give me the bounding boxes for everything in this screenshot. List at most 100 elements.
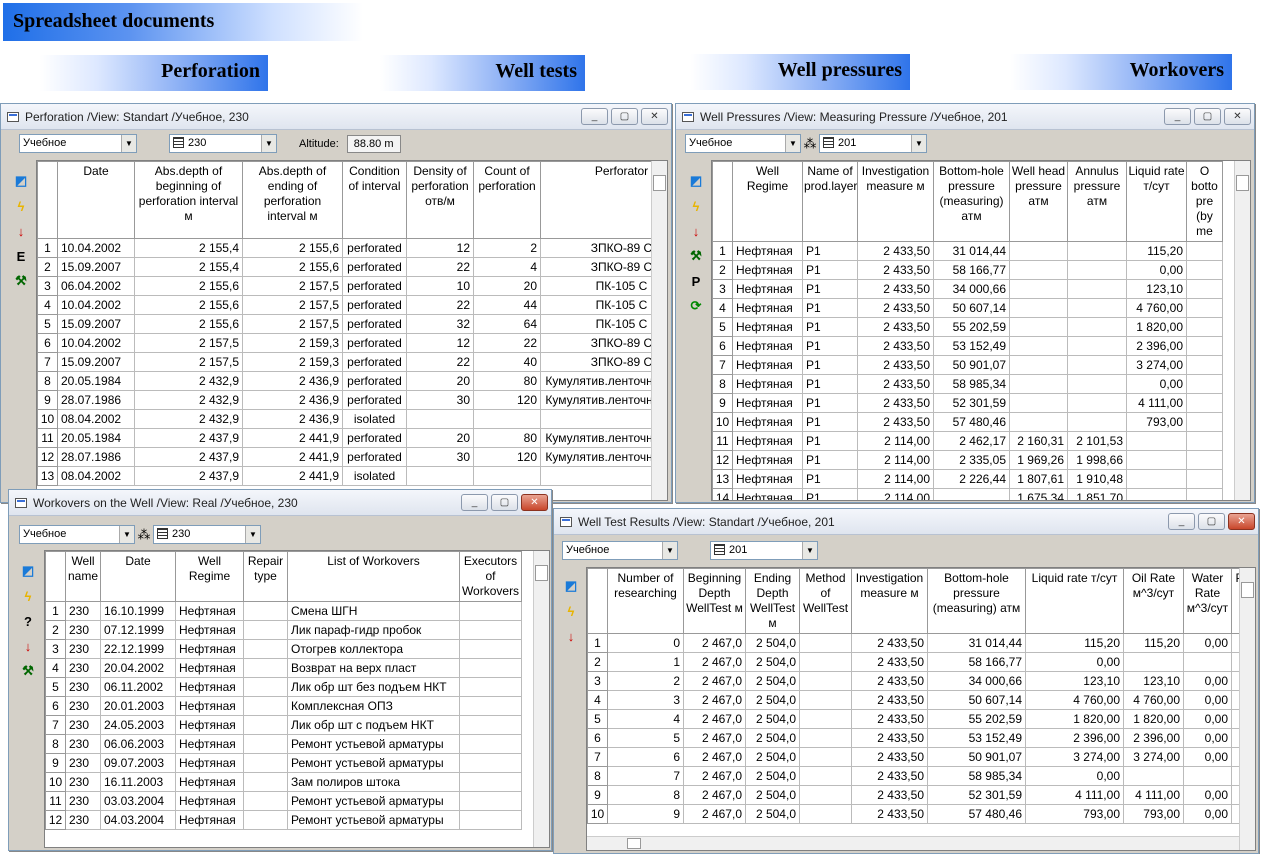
table-cell[interactable]: 06.11.2002 — [100, 677, 176, 697]
table-cell[interactable]: 2 436,9 — [242, 409, 343, 429]
table-cell[interactable]: ЗПКО-89 С — [540, 333, 667, 353]
table-cell[interactable] — [459, 639, 522, 659]
table-cell[interactable]: 32 — [406, 314, 474, 334]
row-number[interactable]: 8 — [587, 766, 608, 786]
row-number[interactable]: 11 — [712, 431, 733, 451]
table-cell[interactable] — [799, 747, 852, 767]
row-number[interactable]: 1 — [45, 601, 66, 621]
row-number[interactable]: 7 — [587, 747, 608, 767]
row-number[interactable]: 9 — [712, 393, 733, 413]
table-cell[interactable] — [1186, 298, 1223, 318]
table-cell[interactable]: 793,00 — [1025, 804, 1124, 824]
table-row[interactable]: 14 Нефтяная P1 2 114,00 1 675,34 1 851,70 — [712, 488, 1223, 500]
table-row[interactable]: 10 230 16.11.2003 Нефтяная Зам полиров штока — [45, 772, 522, 792]
table-cell[interactable]: 2 433,50 — [857, 241, 934, 261]
row-number[interactable]: 10 — [45, 772, 66, 792]
table-cell[interactable]: 50 901,07 — [933, 355, 1010, 375]
column-header[interactable] — [712, 161, 733, 242]
table-cell[interactable]: 0,00 — [1183, 671, 1232, 691]
table-row[interactable]: 10 Нефтяная P1 2 433,50 57 480,46 793,00 — [712, 412, 1223, 432]
table-row[interactable]: 7 230 24.05.2003 Нефтяная Лик обр шт с подъе… — [45, 715, 522, 735]
table-cell[interactable] — [1123, 652, 1184, 672]
table-cell[interactable]: 2 504,0 — [745, 709, 800, 729]
table-cell[interactable]: 2 504,0 — [745, 633, 800, 653]
table-cell[interactable]: Нефтяная — [732, 241, 803, 261]
row-number[interactable]: 9 — [587, 785, 608, 805]
table-cell[interactable]: Нефтяная — [732, 336, 803, 356]
table-cell[interactable]: 230 — [65, 772, 101, 792]
table-cell[interactable]: perforated — [342, 352, 407, 372]
table-cell[interactable] — [1067, 336, 1127, 356]
table-cell[interactable]: perforated — [342, 333, 407, 353]
table-cell[interactable]: 2 504,0 — [745, 785, 800, 805]
maximize-icon[interactable]: ▢ — [611, 108, 638, 125]
row-number[interactable]: 1 — [37, 238, 58, 258]
table-cell[interactable] — [1183, 766, 1232, 786]
row-number[interactable]: 13 — [712, 469, 733, 489]
table-cell[interactable]: 22.12.1999 — [100, 639, 176, 659]
workovers-grid[interactable]: Well name Date Well Regime Repair type List … — [44, 550, 550, 848]
report-icon[interactable]: P — [691, 273, 701, 289]
table-cell[interactable]: 4 111,00 — [1025, 785, 1124, 805]
table-cell[interactable]: 20.04.2002 — [100, 658, 176, 678]
sort-icon[interactable]: ↓ — [17, 223, 25, 239]
table-cell[interactable] — [459, 772, 522, 792]
table-cell[interactable]: 2 433,50 — [857, 260, 934, 280]
table-cell[interactable]: 58 166,77 — [927, 652, 1026, 672]
table-cell[interactable]: perforated — [342, 371, 407, 391]
table-cell[interactable]: 230 — [65, 658, 101, 678]
well-select[interactable]: 230 ▼ — [169, 134, 277, 153]
table-cell[interactable]: perforated — [342, 238, 407, 258]
column-header[interactable]: Number of researching — [607, 568, 684, 634]
perforation-banner[interactable]: Perforation — [40, 55, 268, 91]
table-cell[interactable] — [459, 658, 522, 678]
table-row[interactable]: 9 230 09.07.2003 Нефтяная Ремонт устьевой ар… — [45, 753, 522, 773]
table-cell[interactable]: Лик обр шт без подъем НКТ — [287, 677, 460, 697]
table-cell[interactable]: 15.09.2007 — [57, 352, 135, 372]
row-number[interactable]: 2 — [45, 620, 66, 640]
table-cell[interactable]: 120 — [473, 447, 541, 467]
table-cell[interactable]: 2 432,9 — [134, 409, 243, 429]
table-cell[interactable]: 2 157,5 — [134, 333, 243, 353]
column-header[interactable]: Date — [100, 551, 176, 602]
vertical-scrollbar[interactable] — [1234, 161, 1250, 500]
table-cell[interactable]: 08.04.2002 — [57, 466, 135, 486]
column-header[interactable]: Ending Depth WellTest м — [745, 568, 800, 634]
table-cell[interactable]: 2 433,50 — [857, 412, 934, 432]
column-header[interactable]: Repair type — [243, 551, 288, 602]
table-cell[interactable]: Нефтяная — [732, 412, 803, 432]
row-number[interactable]: 3 — [712, 279, 733, 299]
column-header[interactable]: Condition of interval — [342, 161, 407, 239]
table-cell[interactable]: 10.04.2002 — [57, 295, 135, 315]
table-cell[interactable]: Кумулятив.ленточн.ПКС-80 — [540, 390, 667, 410]
table-cell[interactable]: 34 000,66 — [927, 671, 1026, 691]
table-cell[interactable] — [459, 620, 522, 640]
table-cell[interactable]: 123,10 — [1123, 671, 1184, 691]
column-header[interactable]: Water Rate м^3/сут — [1183, 568, 1232, 634]
table-cell[interactable] — [459, 696, 522, 716]
table-cell[interactable] — [459, 715, 522, 735]
table-cell[interactable]: 2 159,3 — [242, 333, 343, 353]
horizontal-scrollbar[interactable] — [587, 836, 1239, 850]
table-row[interactable]: 7 Нефтяная P1 2 433,50 50 901,07 3 274,00 — [712, 355, 1223, 375]
table-row[interactable]: 10 08.04.2002 2 432,9 2 436,9 isolated — [37, 409, 667, 429]
table-cell[interactable]: 2 433,50 — [851, 671, 928, 691]
table-row[interactable]: 2 15.09.2007 2 155,4 2 155,6 perforated 22 4 ЗП… — [37, 257, 667, 277]
column-header[interactable]: Abs.depth of beginning of perforation in… — [134, 161, 243, 239]
table-cell[interactable]: 0,00 — [1025, 766, 1124, 786]
tool-icon[interactable]: ⚒ — [15, 273, 27, 288]
row-number[interactable]: 6 — [712, 336, 733, 356]
table-row[interactable]: 9 Нефтяная P1 2 433,50 52 301,59 4 111,00 — [712, 393, 1223, 413]
row-number[interactable]: 5 — [712, 317, 733, 337]
table-cell[interactable]: ПК-105 С — [540, 276, 667, 296]
row-number[interactable]: 7 — [37, 352, 58, 372]
table-cell[interactable]: 0,00 — [1126, 374, 1187, 394]
table-cell[interactable]: 28.07.1986 — [57, 447, 135, 467]
table-cell[interactable]: 2 226,44 — [933, 469, 1010, 489]
eraser-icon[interactable]: ◩ — [21, 563, 35, 578]
table-cell[interactable] — [243, 772, 288, 792]
table-cell[interactable]: 52 301,59 — [933, 393, 1010, 413]
tool-icon[interactable]: ⚒ — [22, 663, 34, 678]
